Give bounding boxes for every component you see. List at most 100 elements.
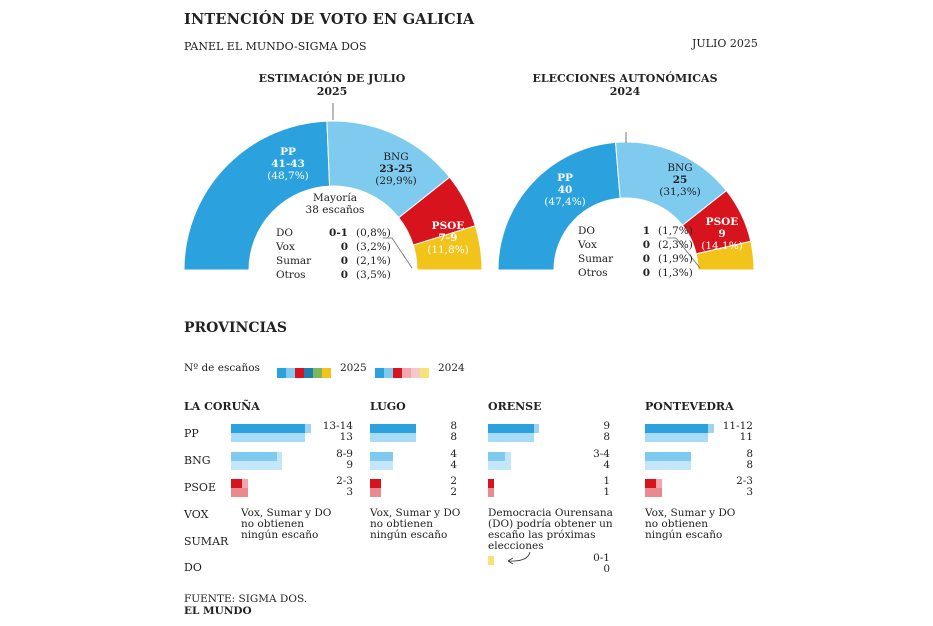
- row-label-pp: PP: [184, 427, 199, 440]
- minor-party-row: Sumar 0 (2,1%): [276, 254, 391, 268]
- minor-party-row: Otros 0 (1,3%): [578, 266, 693, 280]
- chart-title: INTENCIÓN DE VOTO EN GALICIA: [184, 11, 475, 28]
- psoe-2024-seats: 9: [718, 228, 726, 240]
- bng-2025-seats: 23-25: [379, 163, 413, 175]
- majority-line2: 38 escaños: [305, 204, 365, 216]
- legend-swatches-2025: [277, 363, 331, 382]
- chart-subtitle: PANEL EL MUNDO-SIGMA DOS: [184, 40, 367, 53]
- minor-party-row: DO 0-1 (0,8%): [276, 226, 391, 240]
- psoe-2025-pct: (11,8%): [427, 244, 469, 256]
- legend-swatch: [420, 368, 429, 378]
- province-name: ORENSE: [488, 400, 542, 413]
- label-psoe-2024: 3: [746, 486, 753, 498]
- minor-party-seats: 0: [340, 255, 348, 267]
- legend-swatch: [277, 368, 286, 378]
- half-donut-charts: [183, 103, 755, 271]
- bar-psoe-2024: [645, 488, 663, 497]
- donut-slice-others: [412, 225, 483, 271]
- psoe-2025-seats: 7-9: [438, 232, 458, 244]
- donut-slice-others: [695, 240, 755, 271]
- minor-party-seats: 0: [340, 269, 348, 281]
- minor-party-row: DO 1 (1,7%): [578, 224, 693, 238]
- bar-do-2025-range: [488, 556, 494, 565]
- minor-party-name: Otros: [578, 267, 608, 279]
- legend-swatches-2024: [375, 363, 429, 382]
- minor-party-pct: (1,9%): [658, 253, 693, 265]
- bar-psoe-2024: [231, 488, 249, 497]
- bar-pp-2025: [645, 424, 708, 433]
- minor-party-pct: (0,8%): [356, 227, 391, 239]
- minor-party-pct: (2,1%): [356, 255, 391, 267]
- province-name: LUGO: [370, 400, 406, 413]
- donut-2025: [183, 120, 483, 271]
- label-pp-2024: 11: [739, 431, 753, 443]
- pp-2024-seats: 40: [557, 184, 573, 196]
- label-pp-2025: 8: [450, 420, 457, 432]
- psoe-2025-label: PSOE 7-9 (11,8%): [423, 220, 473, 256]
- donut-2025-heading: ESTIMACIÓN DE JULIO 2025: [232, 72, 432, 98]
- donut-2024-heading-line1: ELECCIONES AUTONÓMICAS: [532, 72, 718, 85]
- bar-psoe-2024: [488, 488, 494, 497]
- bar-pp-2025: [488, 424, 534, 433]
- pp-2024-label: PP 40 (47,4%): [540, 172, 590, 208]
- label-do-2024: 0: [603, 563, 610, 575]
- label-bng-2024: 4: [450, 459, 457, 471]
- bar-bng-2024: [645, 461, 691, 470]
- arrow-icon: [507, 551, 531, 565]
- label-bng-2025: 4: [450, 448, 457, 460]
- minor-party-seats: 1: [642, 225, 650, 237]
- minor-party-pct: (3,5%): [356, 269, 391, 281]
- minor-party-name: Vox: [578, 239, 597, 251]
- bar-pp-2024: [370, 433, 416, 442]
- bng-2024-label: BNG 25 (31,3%): [655, 162, 705, 198]
- province-name: LA CORUÑA: [184, 400, 260, 413]
- leader-line-2025: [383, 237, 413, 269]
- label-bng-2025: 3-4: [593, 448, 610, 460]
- label-pp-2025: 13-14: [322, 420, 353, 432]
- label-pp-2024: 8: [603, 431, 610, 443]
- pp-2025-party: PP: [280, 146, 296, 158]
- bng-2024-seats: 25: [672, 174, 688, 186]
- label-pp-2024: 8: [450, 431, 457, 443]
- donut-slice-pp: [183, 120, 331, 271]
- minor-parties-2024: DO 1 (1,7%) Vox 0 (2,3%) Sumar 0 (1,9%) Otros 0 (1,…: [578, 224, 693, 280]
- minor-party-name: Vox: [276, 241, 295, 253]
- label-pp-2024: 13: [339, 431, 353, 443]
- province-note: Democracia Ourensana (DO) podría obtener…: [488, 507, 613, 552]
- legend-2024: 2024: [438, 362, 465, 374]
- minor-party-row: Otros 0 (3,5%): [276, 268, 391, 282]
- minor-party-name: Otros: [276, 269, 306, 281]
- minor-parties-2025: DO 0-1 (0,8%) Vox 0 (3,2%) Sumar 0 (2,1%) Otros 0 (…: [276, 226, 391, 282]
- bar-bng-2025: [370, 452, 393, 461]
- legend-swatch: [313, 368, 322, 378]
- donut-2024-heading-line2: 2024: [609, 85, 641, 98]
- legend-swatch: [375, 368, 384, 378]
- legend-2025: 2025: [340, 362, 367, 374]
- province-note: Vox, Sumar y DO no obtienen ningún escañ…: [645, 507, 736, 541]
- legend-label: Nº de escaños: [184, 362, 260, 374]
- bar-bng-2024: [488, 461, 511, 470]
- row-label-bng: BNG: [184, 454, 211, 467]
- minor-party-seats: 0: [642, 239, 650, 251]
- bar-bng-2024: [370, 461, 393, 470]
- donut-2024-heading: ELECCIONES AUTONÓMICAS 2024: [515, 72, 735, 98]
- legend-swatch: [393, 368, 402, 378]
- label-bng-2024: 4: [603, 459, 610, 471]
- majority-line1: Mayoría: [313, 192, 357, 204]
- bng-2025-party: BNG: [383, 151, 409, 163]
- donut-2024: [497, 141, 755, 271]
- brand: EL MUNDO: [184, 605, 252, 617]
- pp-2024-pct: (47,4%): [544, 196, 586, 208]
- bar-psoe-2025: [231, 479, 243, 488]
- bar-pp-2024: [645, 433, 708, 442]
- label-do-2025: 0-1: [593, 552, 610, 564]
- legend-swatch: [295, 368, 304, 378]
- chart-date: JULIO 2025: [692, 37, 758, 50]
- bng-2024-party: BNG: [667, 162, 693, 174]
- row-label-psoe: PSOE: [184, 481, 216, 494]
- bar-pp-2024: [488, 433, 534, 442]
- minor-party-row: Sumar 0 (1,9%): [578, 252, 693, 266]
- provinces-section-title: PROVINCIAS: [184, 320, 287, 336]
- bng-2024-pct: (31,3%): [659, 186, 701, 198]
- legend-swatch: [322, 368, 331, 378]
